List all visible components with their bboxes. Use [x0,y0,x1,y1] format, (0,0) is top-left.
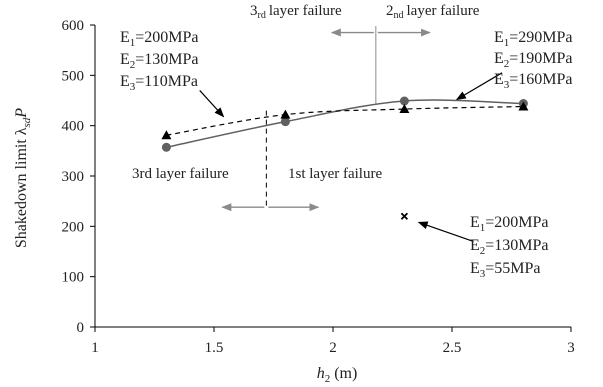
x-tick-label: 2.5 [443,340,462,356]
right-region-label: 1st layer failure [288,166,382,182]
y-tick-label: 600 [62,18,85,34]
series-2-line [166,105,524,136]
y-tick-label: 400 [62,119,85,135]
top-right-region-label: 2nd layer failure [386,3,480,21]
series-2-point [518,101,529,111]
x-tick-label: 2 [329,340,337,356]
y-tick-label: 0 [77,320,85,336]
x-axis-title: h2 (m) [317,365,358,385]
series-3-label-line-3: E3=55MPa [470,260,541,280]
series-3-label: E1=200MPa E2=130MPa E3=55MPa [470,214,549,280]
y-tick-label: 500 [62,68,85,84]
series-3-label-line-1: E1=200MPa [470,214,549,234]
y-tick-label: 300 [62,169,85,185]
failure-dividers [221,26,431,212]
series-2-label-line-2: E2=130MPa [120,51,199,71]
y-tick-label: 200 [62,219,85,235]
series-1-label-line-1: E1=290MPa [494,29,573,49]
series-3-label-arrow [417,221,474,242]
y-axis-title: Shakedown limit λsdP [13,108,33,248]
series-layer [161,96,529,220]
left-region-label: 3rd layer failure [132,166,229,182]
series-2-point [280,109,291,119]
series-1-label-arrow [455,72,503,101]
series-2 [161,101,529,140]
x-tick-label: 1 [91,340,99,356]
series-3-point [400,212,409,220]
series-1 [161,96,528,152]
series-1-line [166,99,524,149]
x-tick-label: 3 [567,340,575,356]
series-2-label-arrow [199,90,225,118]
series-2-label-line-3: E3=110MPa [120,73,198,93]
series-3 [400,212,409,220]
x-tick-label: 1.5 [205,340,224,356]
y-tick-label: 100 [62,270,85,286]
series-3-label-line-2: E2=130MPa [470,237,549,257]
ticks: 0 100 200 300 400 500 600 1 1.5 2 2.5 3 [62,18,575,356]
series-1-label-line-2: E2=190MPa [494,50,573,70]
series-2-label-line-1: E1=200MPa [120,29,199,49]
series-2-point [399,104,410,114]
series-1-point [280,117,290,127]
top-left-region-label: 3rd layer failure [250,3,342,21]
series-1-point [399,96,409,106]
series-1-point [161,142,171,152]
series-1-label-line-3: E3=160MPa [494,71,573,91]
series-2-label: E1=200MPa E2=130MPa E3=110MPa [120,29,199,93]
series-2-point [161,130,172,140]
series-1-label: E1=290MPa E2=190MPa E3=160MPa [494,29,573,91]
annotations [199,72,503,242]
